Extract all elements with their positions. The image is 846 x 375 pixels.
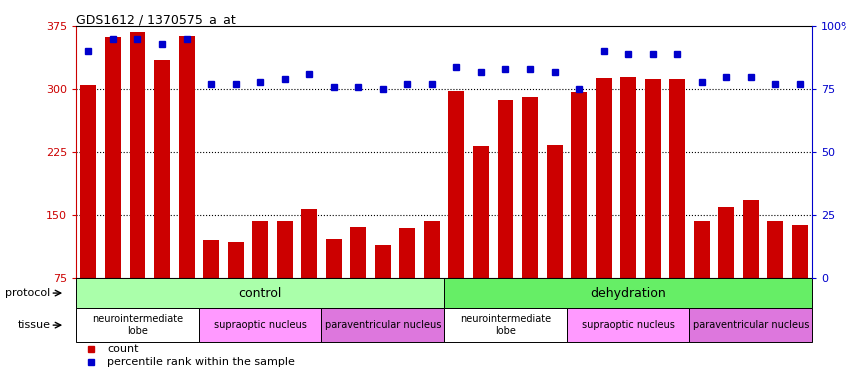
- Bar: [497, 100, 514, 278]
- Bar: [399, 228, 415, 278]
- Bar: [767, 221, 783, 278]
- Bar: [129, 32, 146, 278]
- Text: supraoptic nucleus: supraoptic nucleus: [214, 320, 306, 330]
- Bar: [76, 308, 199, 342]
- Bar: [792, 225, 808, 278]
- Bar: [522, 97, 538, 278]
- Bar: [444, 278, 812, 308]
- Bar: [350, 227, 366, 278]
- Bar: [547, 146, 563, 278]
- Text: supraoptic nucleus: supraoptic nucleus: [582, 320, 674, 330]
- Bar: [448, 91, 464, 278]
- Bar: [199, 308, 321, 342]
- Bar: [473, 146, 489, 278]
- Text: paraventricular nucleus: paraventricular nucleus: [325, 320, 441, 330]
- Bar: [444, 308, 567, 342]
- Bar: [620, 78, 636, 278]
- Text: neurointermediate
lobe: neurointermediate lobe: [460, 314, 551, 336]
- Bar: [301, 209, 317, 278]
- Bar: [718, 207, 734, 278]
- Bar: [277, 221, 293, 278]
- Bar: [694, 221, 710, 278]
- Bar: [571, 92, 587, 278]
- Bar: [326, 239, 342, 278]
- Bar: [321, 308, 444, 342]
- Bar: [228, 242, 244, 278]
- Bar: [154, 60, 170, 278]
- Text: percentile rank within the sample: percentile rank within the sample: [107, 357, 295, 368]
- Text: neurointermediate
lobe: neurointermediate lobe: [92, 314, 183, 336]
- Bar: [669, 79, 685, 278]
- Text: protocol: protocol: [5, 288, 51, 298]
- Bar: [567, 308, 689, 342]
- Text: count: count: [107, 344, 139, 354]
- Bar: [743, 200, 759, 278]
- Bar: [689, 308, 812, 342]
- Bar: [252, 221, 268, 278]
- Bar: [424, 221, 440, 278]
- Text: tissue: tissue: [18, 320, 51, 330]
- Bar: [203, 240, 219, 278]
- Bar: [375, 244, 391, 278]
- Bar: [645, 79, 661, 278]
- Text: GDS1612 / 1370575_a_at: GDS1612 / 1370575_a_at: [76, 13, 236, 26]
- Bar: [179, 36, 195, 278]
- Bar: [80, 85, 96, 278]
- Bar: [76, 278, 444, 308]
- Text: paraventricular nucleus: paraventricular nucleus: [693, 320, 809, 330]
- Bar: [596, 78, 612, 278]
- Bar: [105, 37, 121, 278]
- Text: dehydration: dehydration: [591, 286, 666, 300]
- Text: control: control: [239, 286, 282, 300]
